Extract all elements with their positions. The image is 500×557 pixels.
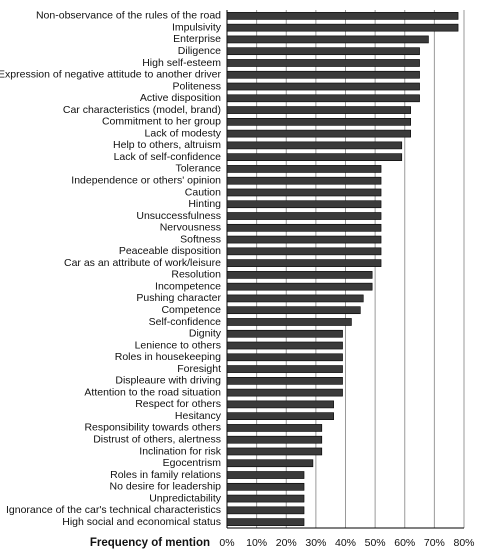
y-tick-label: Lack of modesty xyxy=(145,127,222,139)
bar xyxy=(226,106,411,114)
bar xyxy=(226,82,420,91)
bar xyxy=(226,294,364,303)
bar xyxy=(226,329,343,338)
x-tick-label: 80% xyxy=(453,537,474,549)
bar xyxy=(226,165,382,173)
bar xyxy=(226,223,382,232)
y-tick-label: Pushing character xyxy=(136,292,221,304)
bar xyxy=(226,94,420,103)
bar xyxy=(226,141,403,150)
bar xyxy=(226,153,403,161)
y-tick-label: Commitment to her group xyxy=(102,116,221,128)
bar xyxy=(226,306,361,315)
bar xyxy=(226,506,305,515)
y-tick-label: Self-confidence xyxy=(149,316,222,328)
bar xyxy=(226,353,343,362)
y-tick-label: Incompetence xyxy=(155,280,221,292)
bar xyxy=(226,271,373,279)
bar xyxy=(226,494,305,503)
bar xyxy=(226,259,382,267)
bar xyxy=(226,47,420,56)
y-tick-label: Dignity xyxy=(189,328,222,340)
x-tick-label: 60% xyxy=(394,537,415,549)
bar xyxy=(226,377,343,385)
bar xyxy=(226,247,382,256)
y-tick-label: Egocentrism xyxy=(163,457,222,469)
bar xyxy=(226,70,420,79)
bar xyxy=(226,212,382,220)
bar xyxy=(226,518,305,526)
bar xyxy=(226,318,352,326)
bar xyxy=(226,341,343,350)
y-tick-label: Expression of negative attitude to anoth… xyxy=(0,69,222,81)
y-tick-label: Independence or others' opinion xyxy=(71,174,221,186)
y-tick-label: Peaceable disposition xyxy=(119,245,221,257)
bar xyxy=(226,400,334,409)
x-tick-label: 40% xyxy=(335,537,356,549)
bar xyxy=(226,129,411,138)
y-tick-label: Competence xyxy=(161,304,221,316)
y-tick-label: Nervousness xyxy=(160,222,221,234)
y-tick-label: Roles in housekeeping xyxy=(115,351,221,363)
y-tick-label: Caution xyxy=(185,186,221,198)
bar xyxy=(226,424,323,432)
bar xyxy=(226,435,323,444)
bar xyxy=(226,235,382,244)
y-tick-label: High social and economical status xyxy=(62,516,221,528)
bar xyxy=(226,35,429,44)
bar xyxy=(226,118,411,126)
y-tick-label: Lack of self-confidence xyxy=(114,151,222,163)
y-tick-label: Respect for others xyxy=(135,398,221,410)
x-tick-label: 70% xyxy=(424,537,445,549)
y-tick-label: Displeaure with driving xyxy=(115,375,221,387)
y-tick-label: Help to others, altruism xyxy=(113,139,221,151)
bar xyxy=(226,12,459,20)
y-tick-label: Tolerance xyxy=(175,163,221,175)
y-tick-label: Non-observance of the rules of the road xyxy=(36,10,221,22)
bar xyxy=(226,200,382,209)
bar xyxy=(226,282,373,291)
y-tick-label: Politeness xyxy=(173,80,221,92)
bar xyxy=(226,447,323,456)
bar xyxy=(226,482,305,491)
y-tick-label: Impulsivity xyxy=(172,21,222,33)
x-tick-label: 50% xyxy=(365,537,386,549)
y-tick-label: Responsibility towards others xyxy=(84,422,221,434)
y-tick-label: Foresight xyxy=(177,363,221,375)
bar xyxy=(226,365,343,373)
y-tick-label: Attention to the road situation xyxy=(84,386,221,398)
y-tick-label: Car as an attribute of work/leisure xyxy=(64,257,221,269)
y-tick-label: Ignorance of the car's technical charact… xyxy=(6,504,221,516)
y-tick-label: Distrust of others, alertness xyxy=(93,433,221,445)
y-tick-label: Hesitancy xyxy=(175,410,222,422)
y-tick-label: High self-esteem xyxy=(142,57,221,69)
y-tick-label: Enterprise xyxy=(173,33,221,45)
y-tick-label: Diligence xyxy=(178,45,221,57)
y-tick-label: No desire for leadership xyxy=(110,481,222,493)
y-tick-label: Car characteristics (model, brand) xyxy=(63,104,221,116)
y-tick-label: Lenience to others xyxy=(135,339,221,351)
y-tick-label: Hinting xyxy=(188,198,221,210)
bar xyxy=(226,59,420,67)
x-tick-label: 30% xyxy=(305,537,326,549)
x-tick-label: 20% xyxy=(276,537,297,549)
bar xyxy=(226,188,382,197)
y-tick-label: Inclination for risk xyxy=(139,445,221,457)
y-tick-label: Unsuccessfulness xyxy=(136,210,221,222)
bar xyxy=(226,388,343,397)
bar xyxy=(226,471,305,479)
x-tick-label: 0% xyxy=(219,537,234,549)
bar xyxy=(226,412,334,420)
bar xyxy=(226,176,382,185)
x-axis-title: Frequency of mention xyxy=(90,537,210,549)
x-tick-label: 10% xyxy=(246,537,267,549)
y-tick-label: Roles in family relations xyxy=(110,469,221,481)
y-tick-label: Resolution xyxy=(171,269,221,281)
y-tick-label: Softness xyxy=(180,233,221,245)
y-tick-label: Active disposition xyxy=(140,92,221,104)
y-tick-label: Unpredictability xyxy=(149,492,222,504)
bar xyxy=(226,459,314,468)
bar xyxy=(226,23,459,32)
